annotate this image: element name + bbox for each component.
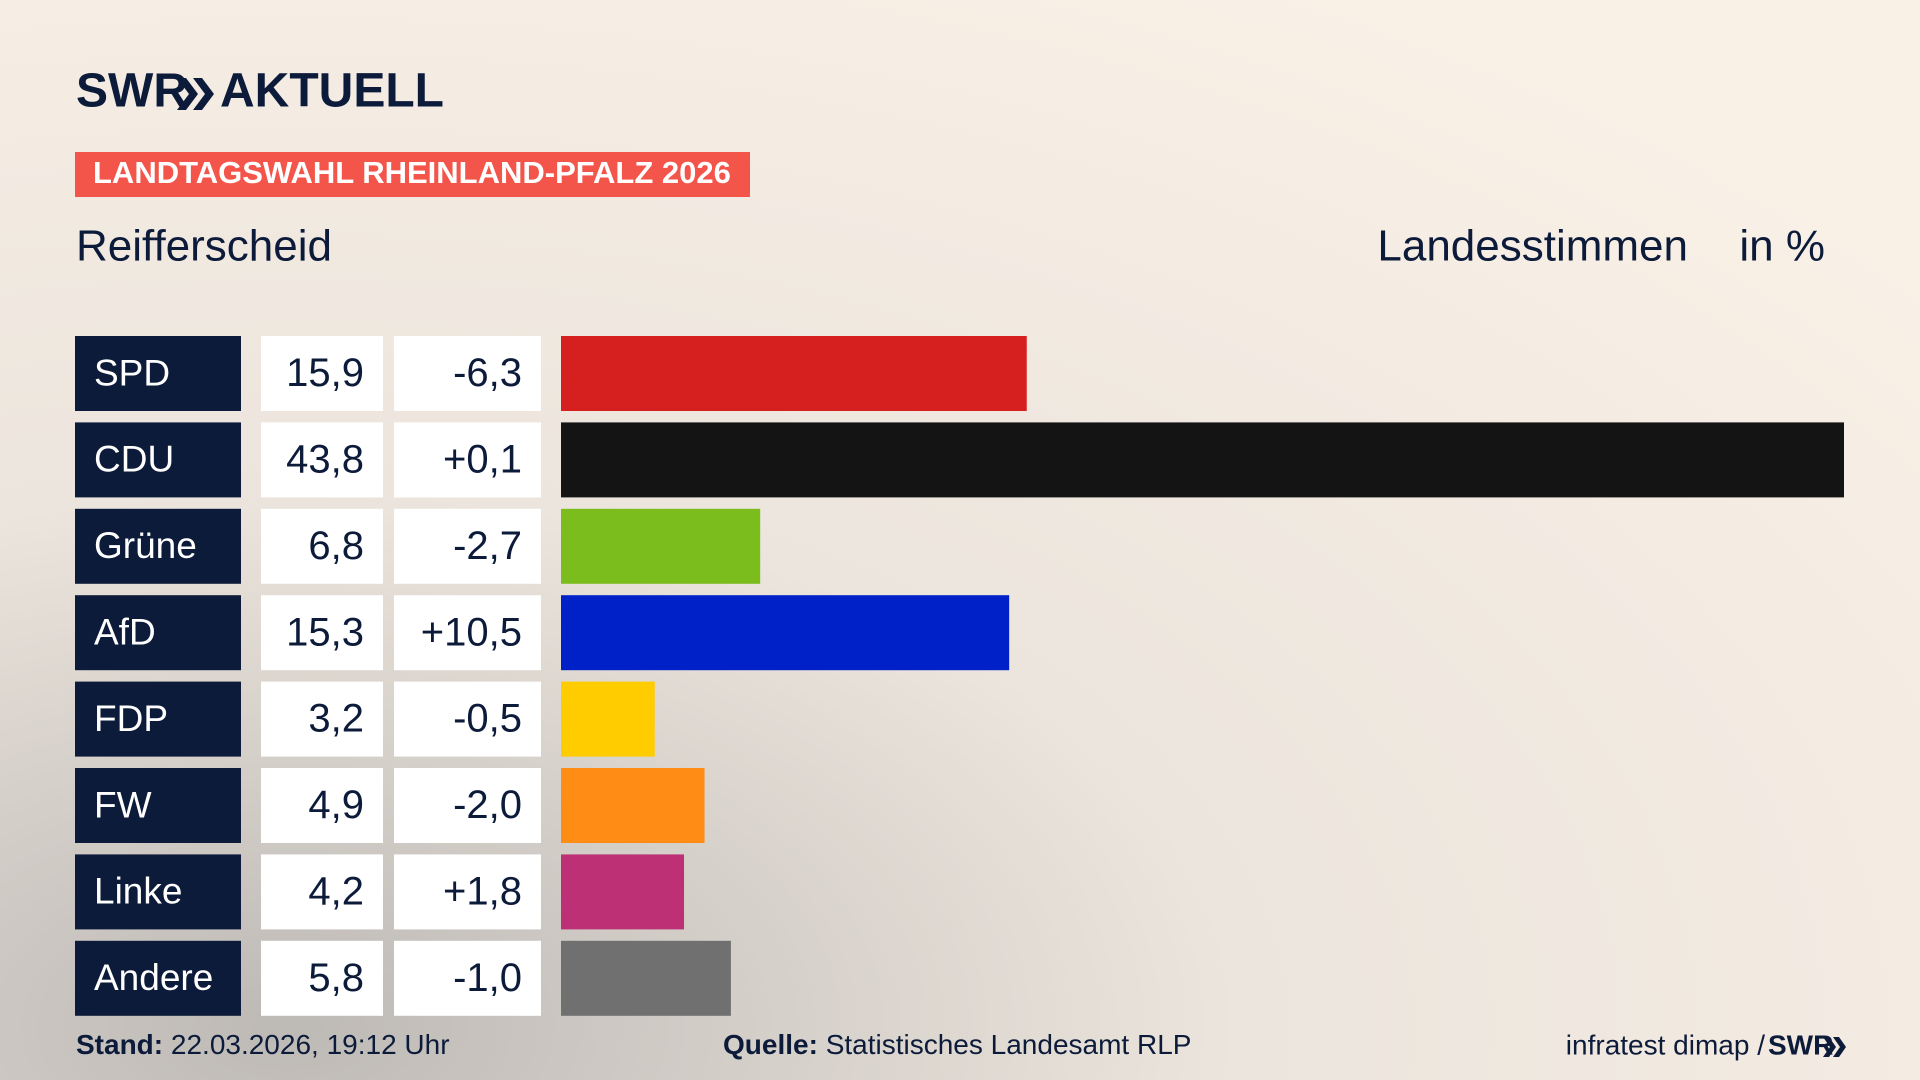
change-box [394, 422, 541, 498]
unit: in % [1739, 222, 1825, 271]
party-label: Linke [94, 871, 182, 912]
party-label: AfD [94, 611, 156, 652]
stand-label: Stand: [76, 1029, 163, 1060]
party-box [75, 508, 241, 584]
value-label: 5,8 [308, 956, 364, 1000]
value-box [261, 940, 383, 1016]
credit: infratest dimap / [1566, 1029, 1765, 1060]
brand: SWR [76, 65, 188, 118]
brand-chevrons [177, 78, 214, 110]
party-label: SPD [94, 352, 170, 393]
value-label: 4,9 [308, 783, 364, 827]
bar [561, 508, 761, 584]
change-box [394, 681, 541, 757]
change-label: -0,5 [453, 697, 522, 741]
party-box [75, 336, 241, 411]
value-box [261, 508, 383, 584]
value-box [261, 595, 383, 671]
credit-logo: SWR [1768, 1029, 1833, 1060]
change-box [394, 854, 541, 930]
bar [561, 854, 685, 930]
source-label: Quelle: [723, 1029, 818, 1060]
change-label: +0,1 [443, 437, 522, 481]
party-box [75, 768, 241, 843]
party-box [75, 940, 241, 1016]
bar [561, 940, 731, 1016]
value-label: 6,8 [308, 524, 364, 568]
value-label: 3,2 [308, 697, 364, 741]
change-box [394, 595, 541, 671]
value-label: 4,2 [308, 869, 364, 913]
subtitle: Reifferscheid [76, 222, 332, 271]
party-label: Grüne [94, 525, 197, 566]
change-box [394, 336, 541, 411]
stand-value: 22.03.2026, 19:12 Uhr [171, 1029, 450, 1060]
bar [561, 768, 705, 843]
value-box [261, 854, 383, 930]
credit-chevrons [1823, 1037, 1846, 1057]
party-label: FW [94, 784, 152, 825]
title-tag [75, 152, 750, 197]
party-box [75, 854, 241, 930]
value-box [261, 681, 383, 757]
value-label: 15,9 [286, 351, 364, 395]
value-box [261, 336, 383, 411]
value-box [261, 768, 383, 843]
change-box [394, 940, 541, 1016]
change-label: -2,0 [453, 783, 522, 827]
chart-title: LANDTAGSWAHL RHEINLAND-PFALZ 2026 [93, 155, 731, 190]
stand: Stand: 22.03.2026, 19:12 Uhr [76, 1029, 450, 1060]
change-box [394, 508, 541, 584]
party-box [75, 595, 241, 671]
party-box [75, 681, 241, 757]
source-value: Statistisches Landesamt RLP [826, 1029, 1192, 1060]
brand-suffix: AKTUELL [220, 65, 444, 118]
party-label: Andere [94, 957, 213, 998]
party-box [75, 422, 241, 498]
bar [561, 595, 1010, 671]
value-label: 43,8 [286, 437, 364, 481]
party-label: FDP [94, 698, 168, 739]
change-box [394, 768, 541, 843]
change-label: -6,3 [453, 351, 522, 395]
change-label: +10,5 [421, 610, 522, 654]
source: Quelle: Statistisches Landesamt RLP [723, 1029, 1191, 1060]
bar [561, 336, 1027, 411]
bar [561, 681, 655, 757]
party-label: CDU [94, 439, 174, 480]
value-box [261, 422, 383, 498]
change-label: +1,8 [443, 869, 522, 913]
bar [561, 422, 1844, 498]
change-label: -2,7 [453, 524, 522, 568]
change-label: -1,0 [453, 956, 522, 1000]
value-label: 15,3 [286, 610, 364, 654]
measure: Landesstimmen [1377, 222, 1688, 271]
